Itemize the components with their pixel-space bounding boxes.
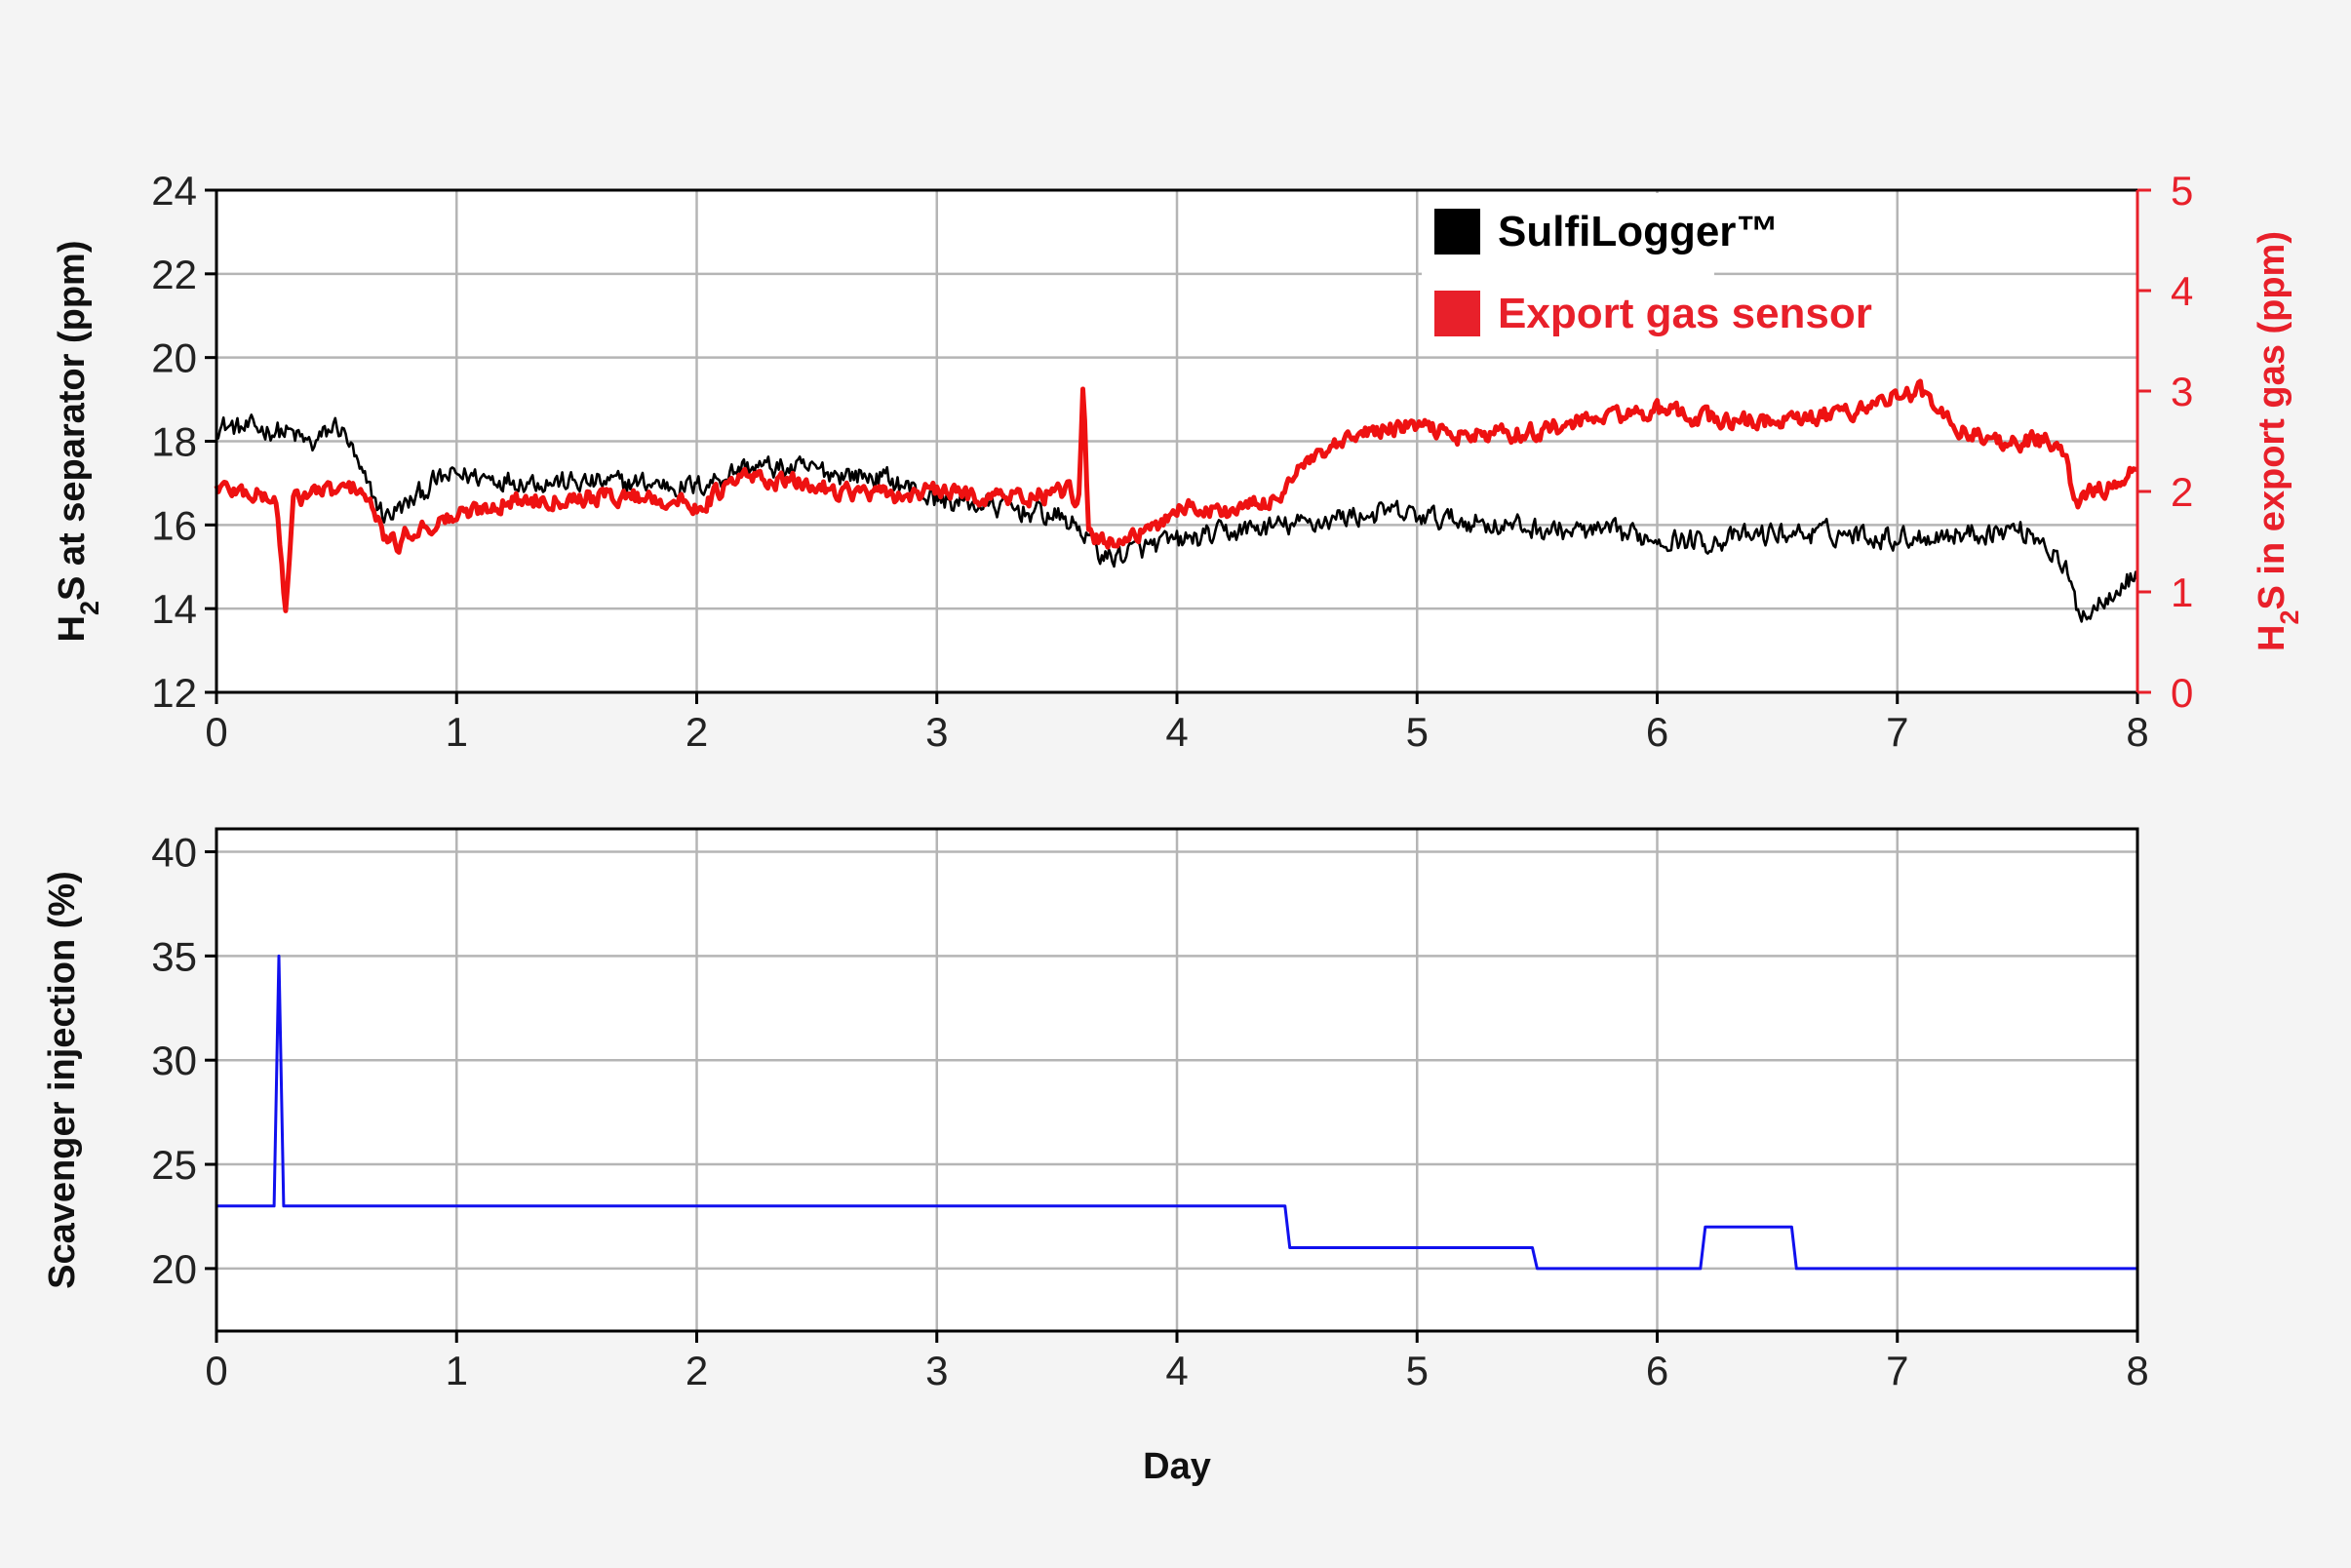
legend-label-sulfilogger: SulfiLogger™ (1498, 208, 1779, 255)
legend-swatch-sulfilogger (1434, 209, 1480, 255)
export-gas-series (214, 378, 2138, 613)
bottom-y-tick-label: 25 (151, 1142, 197, 1188)
sulfilogger-series (215, 413, 2139, 623)
right-y-tick-label: 3 (2171, 369, 2193, 414)
left-y-tick-label: 14 (151, 586, 197, 632)
bottom-x-tick-label: 0 (205, 1348, 227, 1393)
top-x-tick-label: 4 (1165, 709, 1188, 755)
top-x-tick-label: 0 (205, 709, 227, 755)
left-y-tick-label: 18 (151, 419, 197, 465)
bottom-ticks: 0 1 2 3 4 5 6 7 8 20 25 30 35 40 (151, 830, 2148, 1393)
right-y-tick-label: 1 (2171, 569, 2193, 615)
bottom-x-tick-label: 2 (686, 1348, 708, 1393)
bottom-y-tick-label: 30 (151, 1038, 197, 1083)
top-x-tick-label: 1 (446, 709, 468, 755)
scavenger-injection-line (216, 954, 2137, 1271)
left-axis-title: H2S at separator (ppm) (52, 240, 104, 642)
scavenger-series (216, 954, 2137, 1271)
right-y-tick-label: 0 (2171, 670, 2193, 716)
top-x-tick-label: 2 (686, 709, 708, 755)
export-gas-line (214, 378, 2138, 613)
left-y-tick-label: 12 (151, 670, 197, 716)
legend-label-export-gas: Export gas sensor (1498, 290, 1872, 337)
legend: SulfiLogger™ Export gas sensor (1434, 208, 1872, 337)
top-x-tick-label: 8 (2126, 709, 2148, 755)
left-y-tick-label: 20 (151, 335, 197, 381)
top-x-tick-label: 3 (925, 709, 948, 755)
bottom-x-tick-label: 6 (1646, 1348, 1668, 1393)
right-y-tick-label: 4 (2171, 268, 2193, 314)
x-axis-title: Day (1143, 1446, 1211, 1487)
bottom-y-axis-title: Scavenger injection (%) (42, 871, 83, 1289)
sulfilogger-line (215, 413, 2139, 623)
bottom-y-tick-label: 35 (151, 933, 197, 979)
top-x-tick-label: 6 (1646, 709, 1668, 755)
top-x-tick-label: 5 (1406, 709, 1429, 755)
right-axis-title: H2S in export gas (ppm) (2252, 231, 2304, 651)
bottom-x-tick-label: 7 (1886, 1348, 1908, 1393)
bottom-x-tick-label: 1 (446, 1348, 468, 1393)
top-x-tick-label: 7 (1886, 709, 1908, 755)
legend-swatch-export-gas (1434, 291, 1480, 336)
left-y-tick-label: 16 (151, 502, 197, 548)
left-y-tick-label: 22 (151, 252, 197, 297)
bottom-x-tick-label: 3 (925, 1348, 948, 1393)
bottom-y-tick-label: 40 (151, 830, 197, 876)
right-y-tick-label: 5 (2171, 168, 2193, 214)
right-y-tick-label: 2 (2171, 469, 2193, 515)
bottom-y-tick-label: 20 (151, 1246, 197, 1292)
bottom-chart: 0 1 2 3 4 5 6 7 8 20 25 30 35 40 Scavenger injection … (42, 827, 2149, 1487)
left-y-tick-label: 24 (151, 168, 197, 214)
bottom-x-tick-label: 8 (2126, 1348, 2148, 1393)
bottom-x-tick-label: 5 (1406, 1348, 1429, 1393)
bottom-x-tick-label: 4 (1165, 1348, 1188, 1393)
